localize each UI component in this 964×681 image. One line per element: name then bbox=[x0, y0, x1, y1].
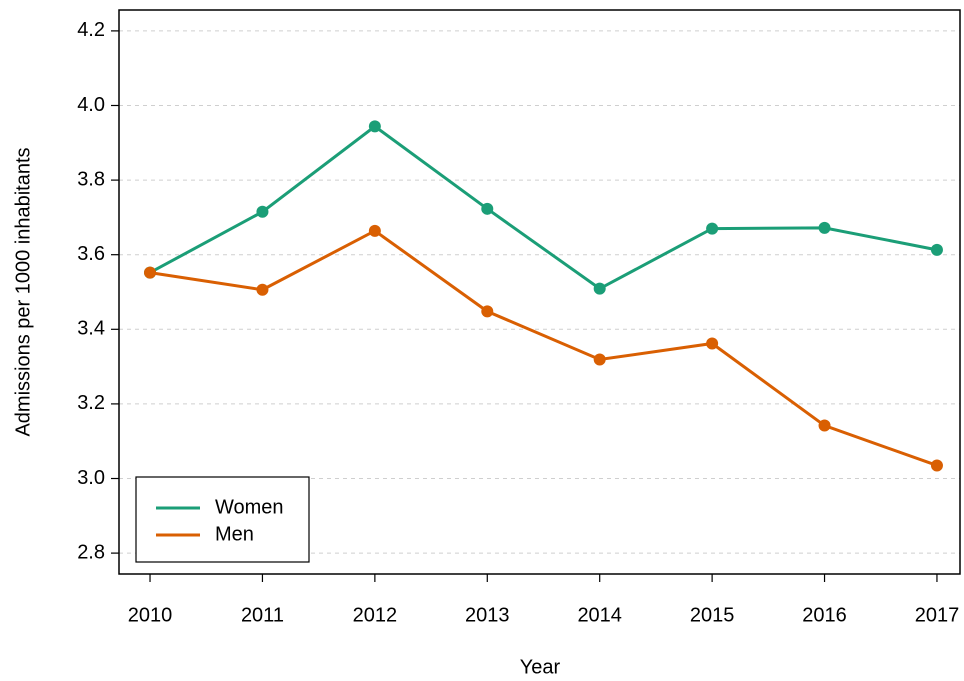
x-tick-label: 2015 bbox=[690, 604, 735, 626]
y-axis-label: Admissions per 1000 inhabitants bbox=[12, 147, 34, 436]
data-point bbox=[144, 266, 157, 279]
x-tick-label: 2011 bbox=[241, 604, 284, 626]
x-tick-label: 2016 bbox=[802, 604, 847, 626]
plot-frame bbox=[118, 9, 961, 575]
data-point bbox=[593, 282, 606, 295]
data-point bbox=[256, 283, 269, 296]
data-point bbox=[706, 337, 719, 350]
data-point bbox=[593, 353, 606, 366]
data-point bbox=[368, 120, 381, 133]
data-point bbox=[930, 459, 943, 472]
y-tick-label: 4.0 bbox=[77, 94, 105, 116]
y-tick-label: 3.6 bbox=[77, 243, 105, 265]
legend: Women Men bbox=[135, 476, 310, 563]
series-line bbox=[149, 229, 938, 467]
y-tick-label: 3.2 bbox=[77, 392, 105, 414]
data-point bbox=[818, 419, 831, 432]
x-tick-label: 2014 bbox=[577, 604, 622, 626]
data-point bbox=[481, 305, 494, 318]
x-tick-label: 2017 bbox=[915, 604, 960, 626]
data-point bbox=[256, 205, 269, 218]
data-point bbox=[930, 243, 943, 256]
x-axis-label: Year bbox=[520, 656, 561, 678]
data-point bbox=[368, 224, 381, 237]
x-tick-label: 2013 bbox=[465, 604, 510, 626]
x-tick-label: 2012 bbox=[353, 604, 398, 626]
data-point bbox=[706, 222, 719, 235]
data-point bbox=[481, 202, 494, 215]
legend-label: Men bbox=[215, 523, 254, 545]
series-line bbox=[149, 124, 938, 291]
y-tick-label: 3.4 bbox=[77, 318, 105, 340]
y-tick-label: 2.8 bbox=[77, 541, 105, 563]
y-tick-label: 3.0 bbox=[77, 467, 105, 489]
y-tick-label: 3.8 bbox=[77, 168, 105, 190]
x-tick-label: 2010 bbox=[128, 604, 173, 626]
y-tick-label: 4.2 bbox=[77, 19, 105, 41]
data-point bbox=[818, 221, 831, 234]
legend-box bbox=[135, 476, 310, 563]
legend-label: Women bbox=[215, 496, 284, 518]
